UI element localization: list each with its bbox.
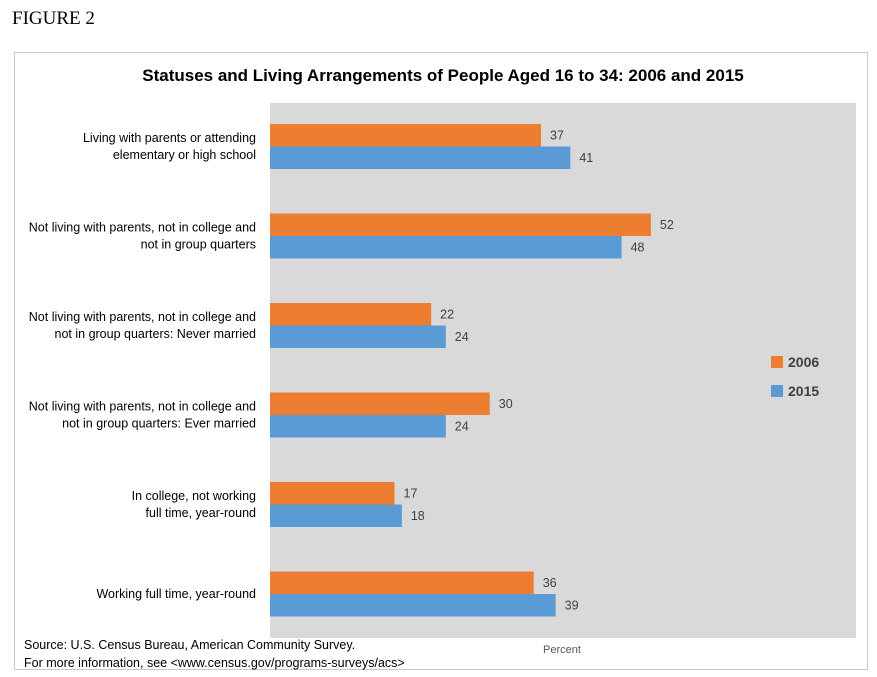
data-label: 39: [565, 598, 579, 612]
legend-swatch-2015: [771, 385, 783, 397]
source-line-2: For more information, see <www.census.go…: [24, 656, 405, 670]
category-label: not in group quarters: [141, 238, 256, 252]
plot-background: [270, 103, 856, 638]
bar-2006: [270, 392, 490, 415]
category-label: elementary or high school: [113, 148, 256, 162]
source-line-1: Source: U.S. Census Bureau, American Com…: [24, 638, 355, 652]
bar-2015: [270, 325, 446, 348]
data-label: 41: [579, 151, 593, 165]
bar-2006: [270, 303, 432, 326]
figure-label: FIGURE 2: [12, 8, 95, 29]
data-label: 17: [404, 486, 418, 500]
data-label: 37: [550, 128, 564, 142]
legend-label: 2015: [788, 383, 819, 399]
x-axis-label: Percent: [543, 644, 581, 656]
bar-2015: [270, 594, 556, 617]
chart: Statuses and Living Arrangements of Peop…: [24, 66, 856, 670]
category-label: Living with parents or attending: [83, 131, 256, 145]
bar-2015: [270, 146, 571, 169]
bars: [270, 124, 651, 617]
data-label: 24: [455, 419, 469, 433]
category-label: Working full time, year-round: [96, 587, 256, 601]
data-label: 22: [440, 307, 454, 321]
category-label: Not living with parents, not in college …: [29, 400, 256, 414]
bar-2006: [270, 124, 542, 147]
category-label: not in group quarters: Ever married: [62, 417, 256, 431]
category-label: not in group quarters: Never married: [55, 327, 257, 341]
bar-2015: [270, 236, 622, 259]
category-label: In college, not working: [132, 489, 256, 503]
bar-2015: [270, 415, 446, 438]
category-label: Not living with parents, not in college …: [29, 221, 256, 235]
legend-swatch-2006: [771, 356, 783, 368]
legend: 2006 2015: [771, 354, 819, 399]
chart-title: Statuses and Living Arrangements of Peop…: [142, 66, 743, 85]
data-label: 24: [455, 330, 469, 344]
data-label: 48: [631, 240, 645, 254]
bar-2006: [270, 482, 395, 505]
legend-label: 2006: [788, 354, 819, 370]
bar-2006: [270, 571, 534, 594]
category-labels: Living with parents or attending elementa…: [29, 131, 256, 601]
chart-frame: Statuses and Living Arrangements of Peop…: [14, 52, 868, 670]
data-label: 36: [543, 576, 557, 590]
bar-2006: [270, 213, 651, 236]
bar-2015: [270, 504, 402, 527]
category-label: full time, year-round: [146, 506, 257, 520]
data-label: 52: [660, 218, 674, 232]
data-label: 18: [411, 509, 425, 523]
category-label: Not living with parents, not in college …: [29, 310, 256, 324]
data-label: 30: [499, 397, 513, 411]
